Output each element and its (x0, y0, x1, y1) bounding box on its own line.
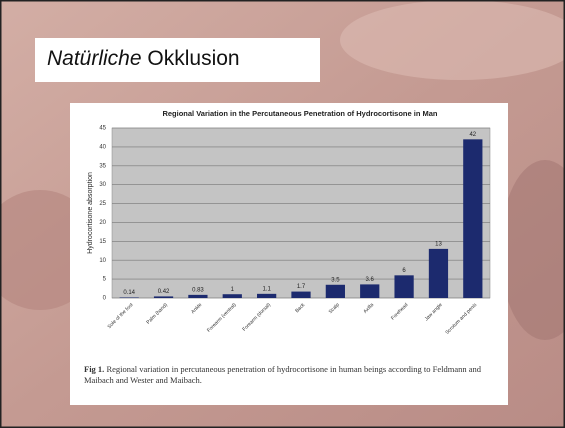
data-label: 0.83 (192, 287, 204, 293)
bar (120, 297, 139, 298)
data-label: 3.6 (366, 277, 375, 283)
caption: Fig 1. Regional variation in percutaneou… (84, 364, 494, 386)
y-tick-label: 45 (99, 126, 106, 132)
bar (257, 294, 276, 298)
caption-text: Regional variation in percutaneous penet… (84, 364, 481, 385)
data-label: 13 (435, 241, 442, 247)
chart-title: Regional Variation in the Percutaneous P… (162, 109, 437, 118)
data-label: 1.1 (262, 286, 271, 292)
bar (291, 292, 310, 298)
slide-title: Natürliche Okklusion (35, 38, 320, 82)
y-tick-label: 25 (99, 201, 106, 207)
y-tick-label: 10 (99, 258, 106, 264)
data-label: 3.5 (331, 277, 340, 283)
bar (360, 284, 379, 298)
bar (429, 249, 448, 298)
title-rest: Okklusion (147, 47, 239, 70)
data-label: 0.42 (158, 289, 170, 295)
bar (326, 285, 345, 298)
data-label: 1.7 (297, 284, 306, 290)
y-tick-label: 15 (99, 239, 106, 245)
title-emphasis: Natürliche (47, 47, 142, 70)
bar (154, 296, 173, 298)
bar (463, 139, 482, 298)
y-axis-label: Hydrocortisone absorption (87, 172, 94, 254)
caption-label: Fig 1. (84, 364, 104, 374)
slide: Regional Variation in the Percutaneous P… (0, 0, 565, 428)
bar (223, 294, 242, 298)
y-tick-label: 40 (99, 144, 106, 150)
bar (394, 275, 413, 298)
y-tick-label: 35 (99, 163, 106, 169)
data-label: 0.14 (123, 290, 135, 296)
bar (188, 295, 207, 298)
y-tick-label: 20 (99, 220, 106, 226)
data-label: 42 (469, 132, 476, 138)
y-tick-label: 30 (99, 182, 106, 188)
